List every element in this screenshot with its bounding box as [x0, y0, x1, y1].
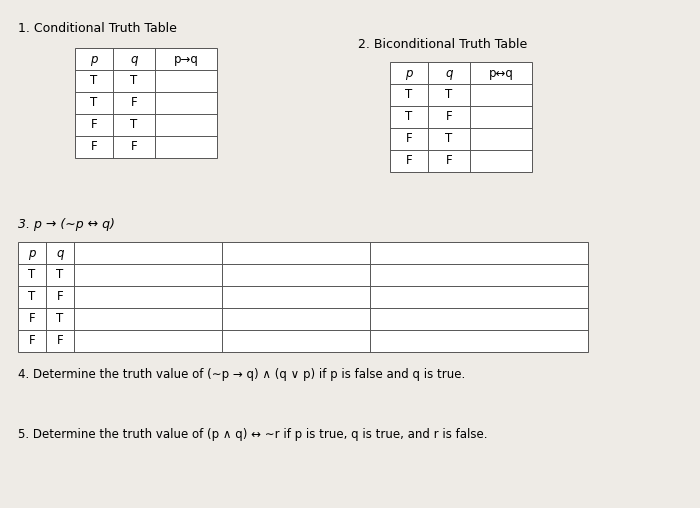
Text: 4. Determine the truth value of (∼p → q) ∧ (q ∨ p) if p is false and q is true.: 4. Determine the truth value of (∼p → q)… [18, 368, 466, 381]
Bar [390, 62, 532, 172]
Text: F: F [131, 141, 137, 153]
Text: 2. Biconditional Truth Table: 2. Biconditional Truth Table [358, 38, 527, 51]
Text: T: T [130, 75, 138, 87]
Text: F: F [57, 291, 63, 303]
Text: p: p [28, 246, 36, 260]
Text: T: T [405, 111, 412, 123]
Text: T: T [29, 269, 36, 281]
Text: T: T [445, 88, 453, 102]
Text: p: p [405, 67, 413, 79]
Text: T: T [57, 269, 64, 281]
Text: F: F [29, 334, 35, 347]
Text: F: F [406, 133, 412, 145]
Text: T: T [445, 133, 453, 145]
Text: 3. p → (∼p ↔ q): 3. p → (∼p ↔ q) [18, 218, 115, 231]
Text: 5. Determine the truth value of (p ∧ q) ↔ ∼r if p is true, q is true, and r is f: 5. Determine the truth value of (p ∧ q) … [18, 428, 487, 441]
Text: p: p [90, 52, 98, 66]
Text: q: q [130, 52, 138, 66]
Text: T: T [29, 291, 36, 303]
Text: F: F [131, 97, 137, 110]
Text: p↔q: p↔q [489, 67, 513, 79]
Text: T: T [90, 75, 97, 87]
Text: F: F [29, 312, 35, 326]
Text: q: q [445, 67, 453, 79]
Bar [75, 48, 217, 158]
Text: T: T [130, 118, 138, 132]
Text: F: F [446, 154, 452, 168]
Bar [18, 242, 588, 352]
Text: 1. Conditional Truth Table: 1. Conditional Truth Table [18, 22, 177, 35]
Text: F: F [57, 334, 63, 347]
Text: T: T [405, 88, 412, 102]
Text: F: F [446, 111, 452, 123]
Text: F: F [406, 154, 412, 168]
Text: F: F [91, 141, 97, 153]
Text: p→q: p→q [174, 52, 198, 66]
Text: T: T [57, 312, 64, 326]
Text: q: q [56, 246, 64, 260]
Text: T: T [90, 97, 97, 110]
Text: F: F [91, 118, 97, 132]
